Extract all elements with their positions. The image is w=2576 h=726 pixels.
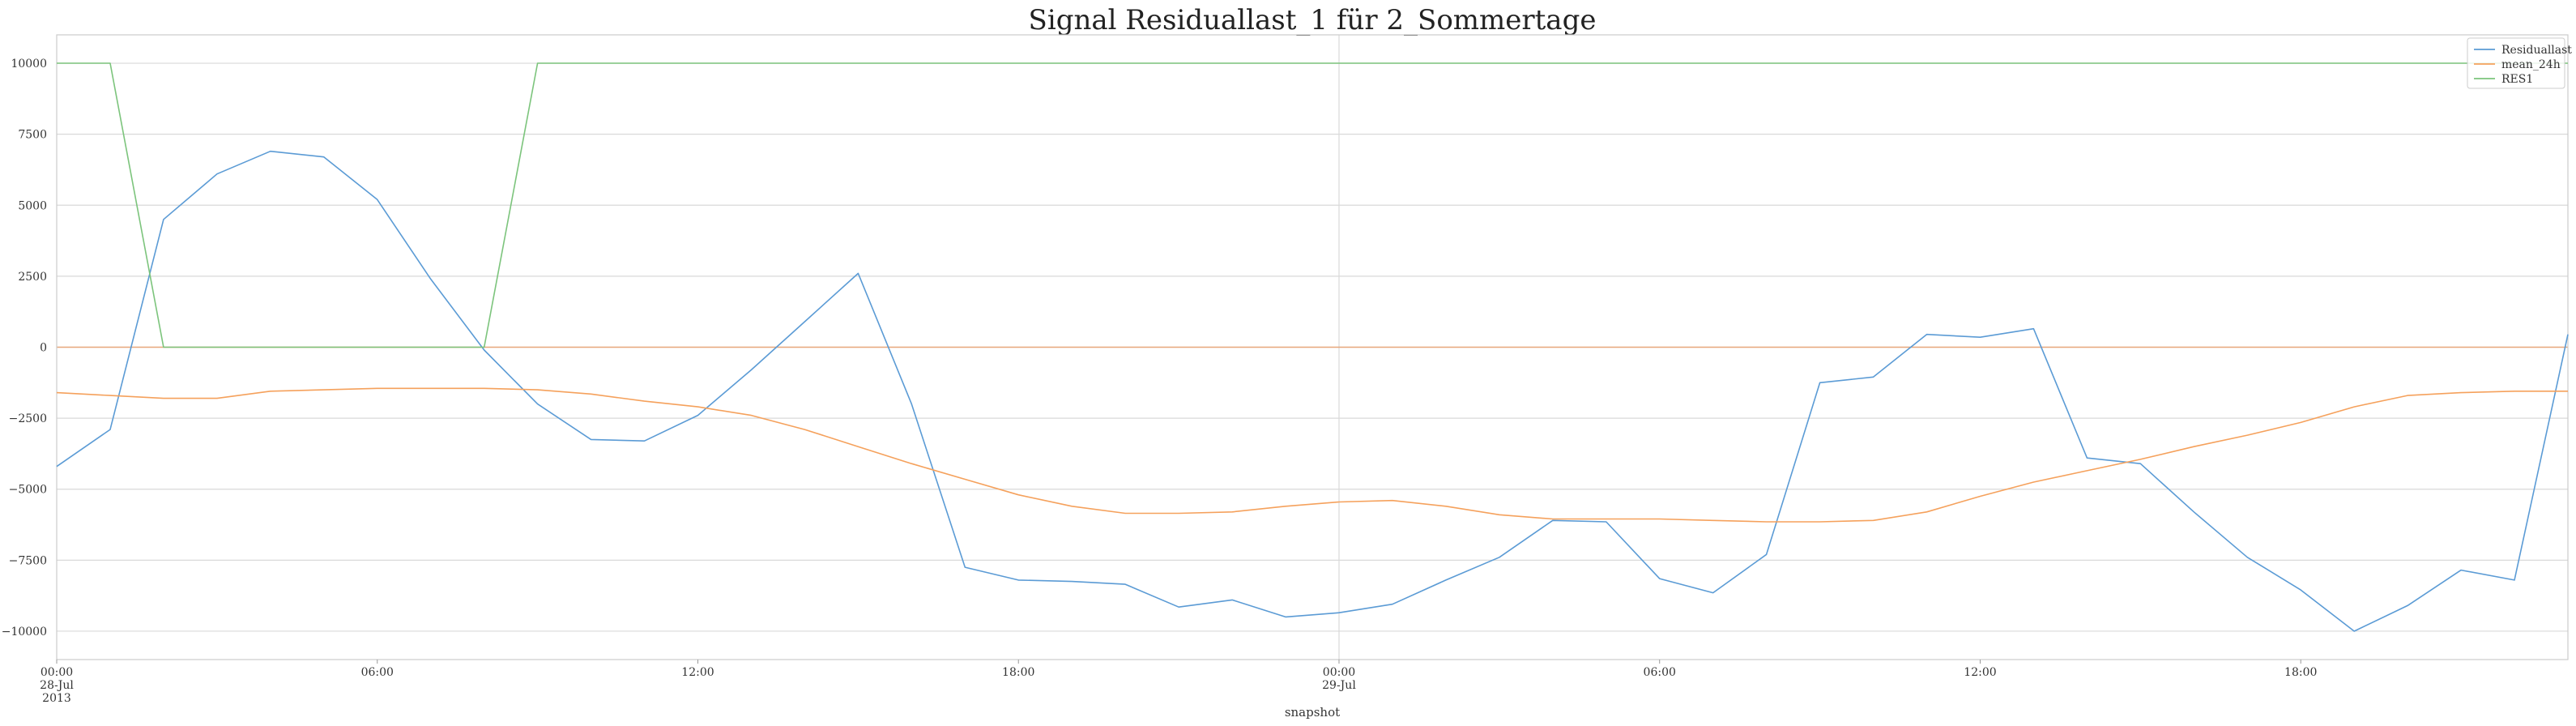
x-tick-label: 00:00 — [41, 666, 73, 679]
x-tick-label: 18:00 — [1002, 666, 1034, 679]
plot-frame — [56, 34, 2569, 660]
x-tick-label: 28-Jul — [40, 679, 74, 692]
x-axis-title: snapshot — [1285, 705, 1340, 720]
y-axis-tick-labels: −10000 −7500 −5000 −2500 0 2500 5000 7500 10000 — [2, 58, 47, 638]
legend-label: Residuallast — [2501, 44, 2572, 57]
series-line-residuallast — [56, 150, 2569, 632]
y-tick-label: 5000 — [18, 199, 47, 212]
series-layer — [56, 62, 2569, 632]
legend-label: mean_24h — [2501, 58, 2561, 71]
x-tick-label: 06:00 — [1644, 666, 1676, 679]
y-tick-label: −7500 — [9, 554, 47, 567]
legend-box — [2467, 37, 2565, 89]
series-line-mean-24h — [56, 387, 2568, 523]
y-tick-label: −10000 — [2, 626, 47, 638]
x-tick-label: 00:00 — [1323, 666, 1355, 679]
legend-label: RES1 — [2501, 73, 2533, 86]
y-tick-label: 10000 — [11, 58, 47, 70]
y-tick-label: 7500 — [18, 129, 47, 142]
y-tick-label: −5000 — [9, 484, 47, 497]
x-tick-label: 18:00 — [2284, 666, 2317, 679]
y-tick-label: 0 — [40, 342, 47, 355]
x-tick-label: 06:00 — [361, 666, 394, 679]
x-tick-label: 12:00 — [1964, 666, 1996, 679]
y-tick-label: 2500 — [18, 271, 47, 284]
x-tick-label: 2013 — [42, 692, 71, 705]
series-line-res1 — [57, 62, 2568, 348]
x-tick-label: 29-Jul — [1322, 679, 1356, 692]
x-tick-label: 12:00 — [681, 666, 714, 679]
chart-title: Signal Residuallast_1 für 2_Sommertage — [1029, 4, 1597, 36]
y-tick-label: −2500 — [9, 412, 47, 425]
